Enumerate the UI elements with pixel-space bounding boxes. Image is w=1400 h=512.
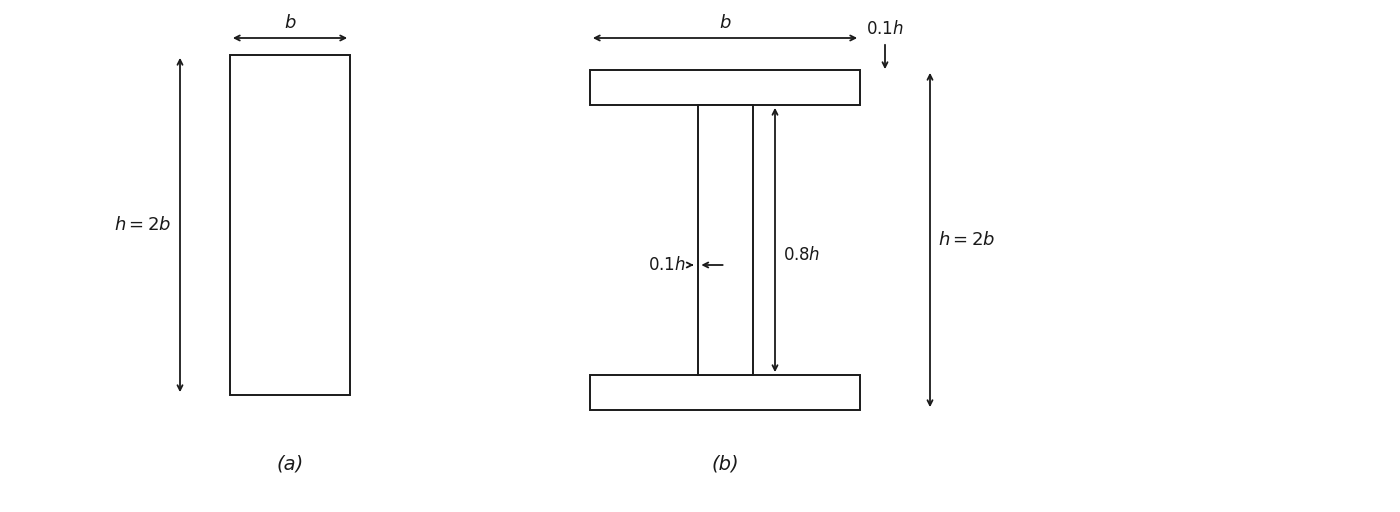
Text: $b$: $b$ — [718, 14, 731, 32]
Bar — [589, 70, 860, 105]
Text: $0.1h$: $0.1h$ — [867, 20, 904, 38]
Text: $0.8h$: $0.8h$ — [783, 246, 820, 264]
Text: $0.1h$: $0.1h$ — [648, 256, 686, 274]
Text: $b$: $b$ — [284, 14, 297, 32]
Text: (a): (a) — [276, 455, 304, 474]
Bar — [230, 55, 350, 395]
Text: $h = 2b$: $h = 2b$ — [115, 216, 172, 234]
Text: $h = 2b$: $h = 2b$ — [938, 231, 995, 249]
Text: (b): (b) — [711, 455, 739, 474]
Bar — [697, 105, 753, 375]
Bar — [589, 375, 860, 410]
